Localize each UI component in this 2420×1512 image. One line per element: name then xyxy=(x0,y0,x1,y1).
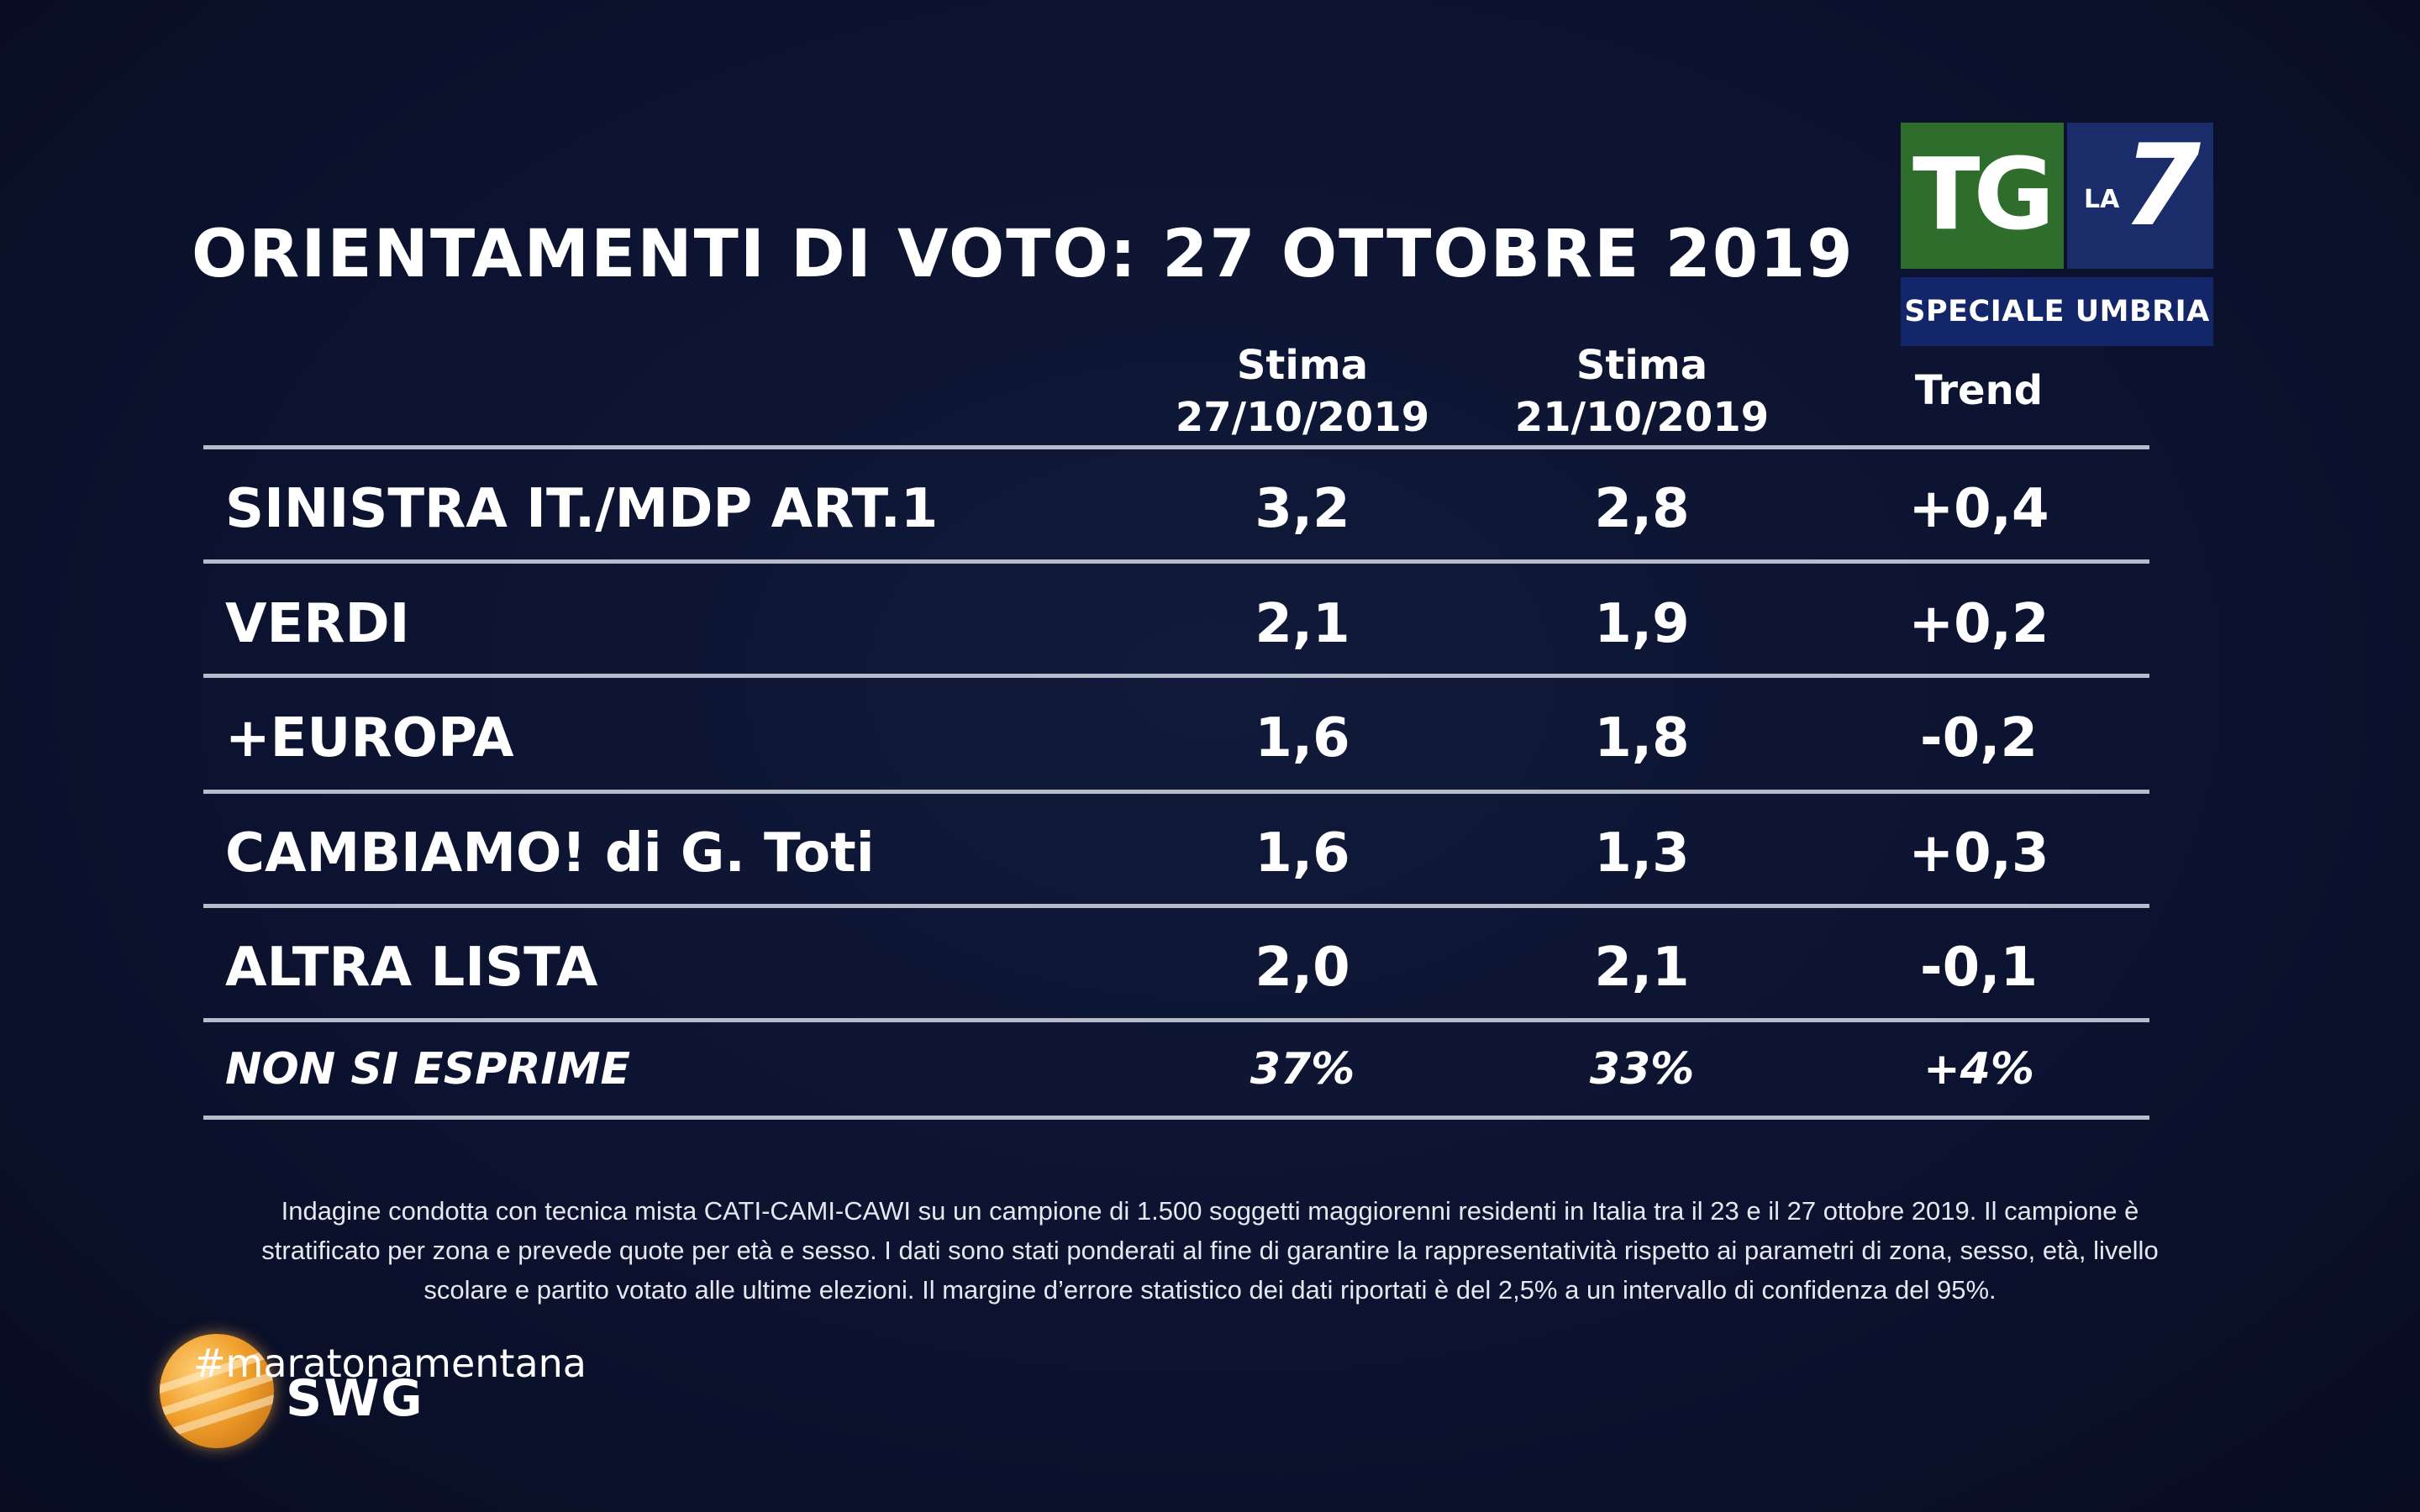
table-divider xyxy=(203,559,2149,564)
page-title: ORIENTAMENTI DI VOTO: 27 OTTOBRE 2019 xyxy=(192,217,1854,292)
footnote-line: Indagine condotta con tecnica mista CATI… xyxy=(281,1196,2139,1226)
trend-value: +0,2 xyxy=(1908,593,2049,655)
swg-logo-text: SWG xyxy=(286,1369,424,1428)
table-divider xyxy=(203,1018,2149,1022)
table-divider xyxy=(203,674,2149,678)
column-header-line: Stima xyxy=(1576,342,1708,389)
party-name: VERDI xyxy=(225,593,410,655)
table-row: SINISTRA IT./MDP ART.1 3,2 2,8 +0,4 xyxy=(0,455,2420,563)
value-previous: 33% xyxy=(1589,1044,1695,1095)
trend-value: +0,4 xyxy=(1908,478,2049,540)
column-header-stima-previous: Stima 21/10/2019 xyxy=(1465,339,1818,444)
table-divider xyxy=(203,1116,2149,1120)
tg-logo-block: TG xyxy=(1901,123,2064,269)
party-name: +EUROPA xyxy=(225,707,514,769)
table-row: CAMBIAMO! di G. Toti 1,6 1,3 +0,3 xyxy=(0,800,2420,907)
value-previous: 2,8 xyxy=(1594,478,1690,540)
column-header-date: 27/10/2019 xyxy=(1175,394,1430,441)
value-current: 1,6 xyxy=(1255,707,1350,769)
la7-logo-block: LA 7 xyxy=(2067,123,2213,269)
table-divider xyxy=(203,445,2149,449)
hashtag-label: #maratonamentana xyxy=(193,1341,587,1386)
table-divider xyxy=(203,904,2149,908)
value-current: 3,2 xyxy=(1255,478,1350,540)
speciale-umbria-banner: SPECIALE UMBRIA xyxy=(1901,277,2213,346)
table-row: ALTRA LISTA 2,0 2,1 -0,1 xyxy=(0,914,2420,1021)
value-previous: 1,3 xyxy=(1594,822,1690,885)
trend-value: +4% xyxy=(1923,1044,2034,1095)
party-name: SINISTRA IT./MDP ART.1 xyxy=(225,478,939,540)
value-previous: 2,1 xyxy=(1594,937,1690,999)
column-header-date: 21/10/2019 xyxy=(1514,394,1770,441)
value-current: 1,6 xyxy=(1255,822,1350,885)
footnote-line: scolare e partito votato alle ultime ele… xyxy=(424,1275,1996,1305)
value-current: 37% xyxy=(1249,1044,1355,1095)
value-current: 2,0 xyxy=(1255,937,1350,999)
party-name: CAMBIAMO! di G. Toti xyxy=(225,822,875,885)
methodology-footnote: Indagine condotta con tecnica mista CATI… xyxy=(176,1191,2244,1310)
trend-value: -0,1 xyxy=(1920,937,2038,999)
la7-logo-seven: 7 xyxy=(2123,120,2202,251)
table-row-non-si-esprime: NON SI ESPRIME 37% 33% +4% xyxy=(0,1021,2420,1117)
trend-value: -0,2 xyxy=(1920,707,2038,769)
value-previous: 1,8 xyxy=(1594,707,1690,769)
tg-logo-text: TG xyxy=(1912,136,2054,252)
table-divider xyxy=(203,790,2149,794)
footnote-line: stratificato per zona e prevede quote pe… xyxy=(261,1236,2159,1265)
swg-globe-icon xyxy=(160,1334,274,1448)
table-row: VERDI 2,1 1,9 +0,2 xyxy=(0,570,2420,678)
column-header-line: Trend xyxy=(1914,367,2044,414)
table-row: +EUROPA 1,6 1,8 -0,2 xyxy=(0,685,2420,792)
value-previous: 1,9 xyxy=(1594,593,1690,655)
column-header-stima-current: Stima 27/10/2019 xyxy=(1126,339,1479,444)
la7-logo-la: LA xyxy=(2084,185,2120,214)
party-name: NON SI ESPRIME xyxy=(225,1044,630,1095)
column-header-trend: Trend xyxy=(1807,365,2151,417)
trend-value: +0,3 xyxy=(1908,822,2049,885)
column-header-line: Stima xyxy=(1236,342,1369,389)
tg-la7-logo: TG LA 7 SPECIALE UMBRIA xyxy=(1901,123,2213,346)
value-current: 2,1 xyxy=(1255,593,1350,655)
party-name: ALTRA LISTA xyxy=(225,937,598,999)
